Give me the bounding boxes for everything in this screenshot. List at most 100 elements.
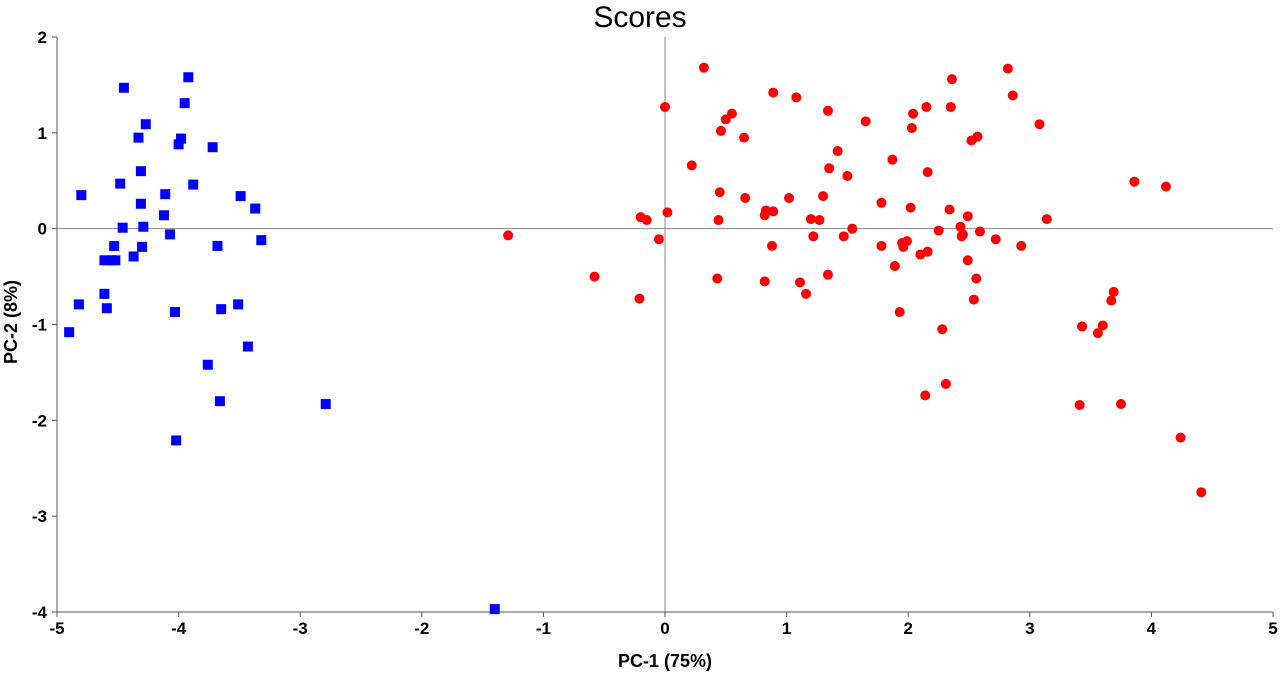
- circle-point: [887, 154, 898, 165]
- circle-point: [768, 206, 779, 217]
- circle-point: [1106, 295, 1117, 306]
- circle-point: [739, 132, 750, 143]
- square-point: [171, 435, 182, 446]
- square-point: [216, 304, 227, 315]
- circle-point: [1074, 400, 1085, 410]
- square-point: [76, 190, 87, 201]
- circle-point: [832, 146, 843, 157]
- circle-point: [876, 240, 887, 251]
- x-axis-title: PC-1 (75%): [618, 651, 712, 671]
- square-point: [207, 142, 218, 153]
- square-point: [214, 396, 225, 407]
- y-tick-label: 0: [38, 220, 47, 239]
- circle-point: [962, 211, 973, 222]
- square-point: [176, 133, 187, 144]
- x-tick-label: 3: [1025, 619, 1034, 638]
- circle-point: [933, 225, 944, 236]
- square-point: [233, 299, 244, 310]
- square-point: [165, 229, 176, 240]
- square-point: [135, 166, 146, 177]
- circle-point: [847, 223, 858, 234]
- circle-point: [990, 234, 1001, 245]
- circle-point: [842, 170, 853, 181]
- circle-point: [946, 74, 957, 85]
- circle-point: [962, 255, 973, 266]
- square-point: [99, 288, 110, 299]
- circle-point: [860, 116, 871, 127]
- circle-point: [784, 193, 795, 203]
- square-point: [73, 299, 84, 310]
- circle-point: [1175, 432, 1186, 443]
- square-point: [117, 222, 128, 233]
- circle-point: [814, 215, 825, 226]
- circle-point: [908, 108, 919, 119]
- square-point: [242, 341, 253, 352]
- circle-point: [714, 187, 725, 198]
- x-tick-label: -3: [293, 619, 308, 638]
- y-tick-label: -3: [32, 507, 47, 526]
- circle-point: [889, 261, 900, 272]
- circle-point: [1108, 286, 1119, 297]
- square-point: [489, 604, 500, 615]
- circle-point: [915, 249, 926, 260]
- circle-point: [906, 123, 917, 134]
- square-point: [99, 255, 110, 266]
- x-tick-label: -4: [171, 619, 187, 638]
- circle-point: [1007, 90, 1018, 101]
- circle-point: [955, 221, 966, 232]
- circle-point: [768, 87, 779, 98]
- x-tick-label: 2: [903, 619, 912, 638]
- circle-point: [824, 163, 835, 174]
- circle-point: [1016, 240, 1027, 251]
- y-tick-label: -1: [32, 316, 47, 335]
- circle-point: [1097, 320, 1108, 331]
- circle-point: [956, 231, 967, 242]
- circle-point: [641, 215, 652, 226]
- square-point: [212, 240, 223, 251]
- circle-point: [794, 277, 805, 288]
- x-tick-label: -1: [536, 619, 551, 638]
- square-point: [128, 251, 139, 262]
- circle-point: [808, 231, 819, 242]
- circle-point: [922, 167, 933, 178]
- y-tick-label: 2: [38, 28, 47, 47]
- circle-point: [712, 273, 723, 284]
- square-point: [160, 189, 171, 200]
- circle-point: [898, 241, 909, 252]
- square-point: [135, 198, 146, 209]
- circle-point: [944, 204, 955, 215]
- circle-point: [838, 231, 849, 242]
- circle-point: [503, 230, 514, 241]
- circle-point: [1129, 176, 1140, 187]
- circle-point: [791, 92, 802, 103]
- y-tick-label: -4: [32, 603, 48, 622]
- circle-point: [759, 276, 770, 287]
- circle-point: [905, 202, 916, 213]
- circle-point: [940, 378, 951, 389]
- x-tick-label: -5: [49, 619, 64, 638]
- square-point: [101, 303, 112, 314]
- circle-point: [634, 293, 645, 304]
- circle-point: [589, 271, 600, 282]
- circle-point: [876, 197, 887, 208]
- circle-point: [1034, 119, 1045, 130]
- circle-point: [937, 324, 948, 335]
- circle-point: [921, 101, 932, 112]
- circle-point: [822, 105, 833, 116]
- circle-point: [1092, 328, 1103, 339]
- square-point: [115, 178, 126, 189]
- circle-point: [662, 207, 673, 218]
- square-point: [159, 210, 170, 221]
- circle-point: [945, 101, 956, 112]
- square-point: [118, 82, 129, 93]
- x-tick-label: -2: [414, 619, 429, 638]
- square-point: [235, 191, 246, 202]
- square-point: [320, 399, 331, 410]
- square-point: [179, 98, 190, 109]
- chart-title: Scores: [593, 1, 686, 34]
- circle-point: [966, 135, 977, 146]
- data-points: [64, 62, 1207, 615]
- circle-point: [1002, 63, 1013, 74]
- square-point: [110, 255, 121, 266]
